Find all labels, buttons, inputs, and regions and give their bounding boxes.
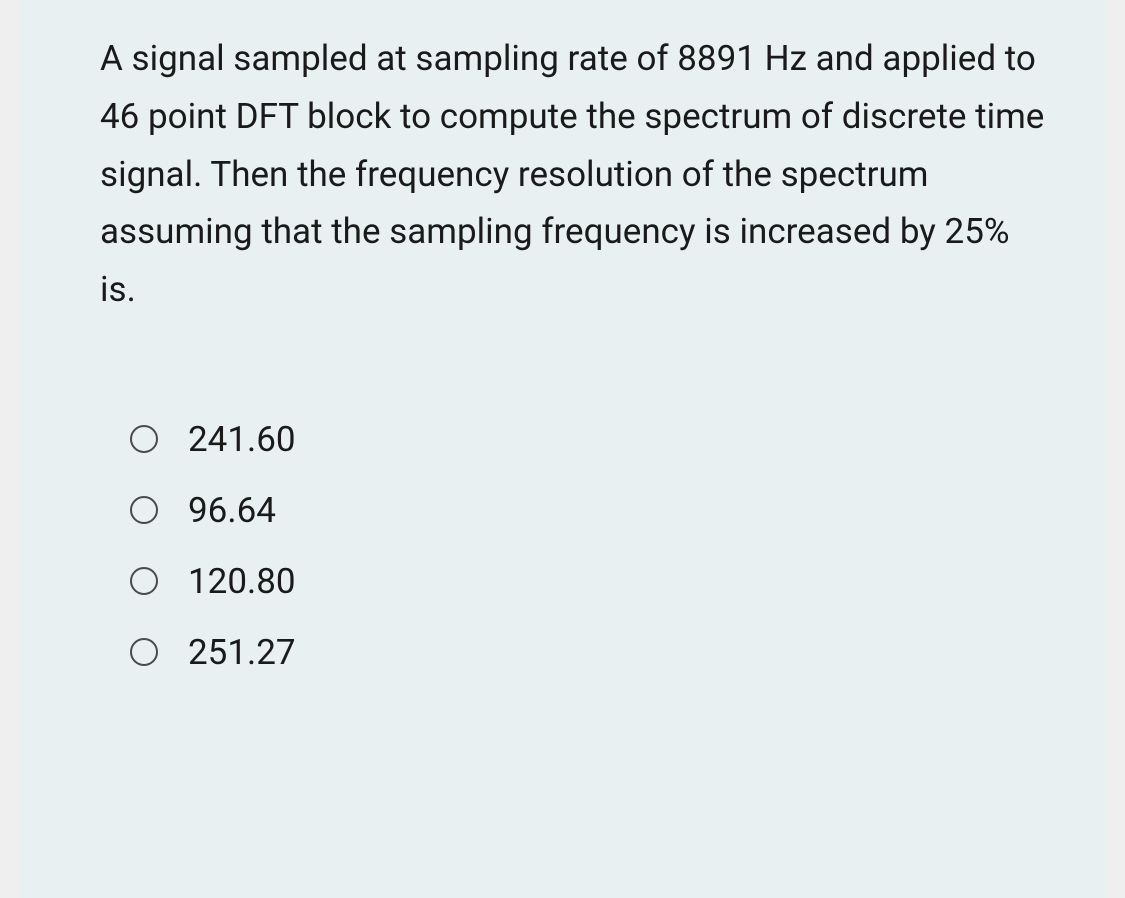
options-group: 241.60 96.64 120.80 251.27: [100, 419, 1045, 673]
radio-icon[interactable]: [130, 425, 158, 453]
radio-icon[interactable]: [130, 567, 158, 595]
outer-frame: A signal sampled at sampling rate of 889…: [0, 0, 1125, 898]
radio-icon[interactable]: [130, 638, 158, 666]
option-label: 96.64: [188, 490, 276, 531]
option-label: 120.80: [188, 561, 296, 602]
option-label: 251.27: [188, 632, 296, 673]
option-row[interactable]: 96.64: [130, 490, 1045, 531]
option-row[interactable]: 120.80: [130, 561, 1045, 602]
option-row[interactable]: 251.27: [130, 632, 1045, 673]
option-row[interactable]: 241.60: [130, 419, 1045, 460]
radio-icon[interactable]: [130, 496, 158, 524]
option-label: 241.60: [188, 419, 296, 460]
question-text: A signal sampled at sampling rate of 889…: [100, 30, 1045, 319]
question-card: A signal sampled at sampling rate of 889…: [20, 0, 1105, 898]
